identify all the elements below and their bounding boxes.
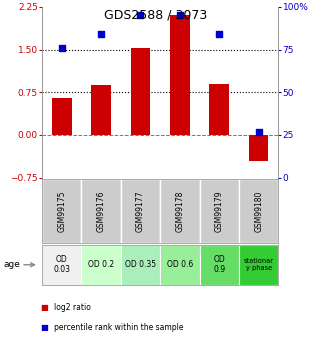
Text: GSM99178: GSM99178	[175, 191, 184, 232]
Text: age: age	[3, 260, 20, 269]
Text: ■: ■	[40, 303, 48, 312]
Bar	[81, 179, 121, 243]
Bar	[170, 16, 190, 135]
Bar	[121, 179, 160, 243]
Text: GSM99180: GSM99180	[254, 191, 263, 232]
Bar	[81, 245, 121, 285]
Text: GSM99179: GSM99179	[215, 190, 224, 232]
Text: GSM99176: GSM99176	[97, 190, 105, 232]
Bar	[239, 179, 278, 243]
Bar	[42, 245, 81, 285]
Text: OD 0.6: OD 0.6	[167, 260, 193, 269]
Point	[256, 129, 261, 134]
Bar	[200, 245, 239, 285]
Point	[217, 31, 222, 37]
Bar	[121, 245, 160, 285]
Text: stationar
y phase: stationar y phase	[244, 258, 274, 271]
Bar	[160, 179, 200, 243]
Point	[138, 13, 143, 18]
Bar	[239, 245, 278, 285]
Text: OD 0.2: OD 0.2	[88, 260, 114, 269]
Text: OD 0.35: OD 0.35	[125, 260, 156, 269]
Text: percentile rank within the sample: percentile rank within the sample	[54, 323, 184, 332]
Bar	[249, 135, 268, 161]
Bar	[42, 179, 81, 243]
Bar	[160, 245, 200, 285]
Text: OD
0.03: OD 0.03	[53, 255, 70, 275]
Point	[59, 45, 64, 51]
Text: GSM99175: GSM99175	[57, 190, 66, 232]
Bar	[131, 48, 150, 135]
Bar	[52, 98, 72, 135]
Text: ■: ■	[40, 323, 48, 332]
Point	[99, 31, 104, 37]
Point	[177, 13, 182, 18]
Text: GSM99177: GSM99177	[136, 190, 145, 232]
Bar	[209, 84, 229, 135]
Text: log2 ratio: log2 ratio	[54, 303, 91, 312]
Text: GDS2588 / 3073: GDS2588 / 3073	[104, 9, 207, 22]
Bar	[91, 85, 111, 135]
Bar	[200, 179, 239, 243]
Text: OD
0.9: OD 0.9	[213, 255, 225, 275]
